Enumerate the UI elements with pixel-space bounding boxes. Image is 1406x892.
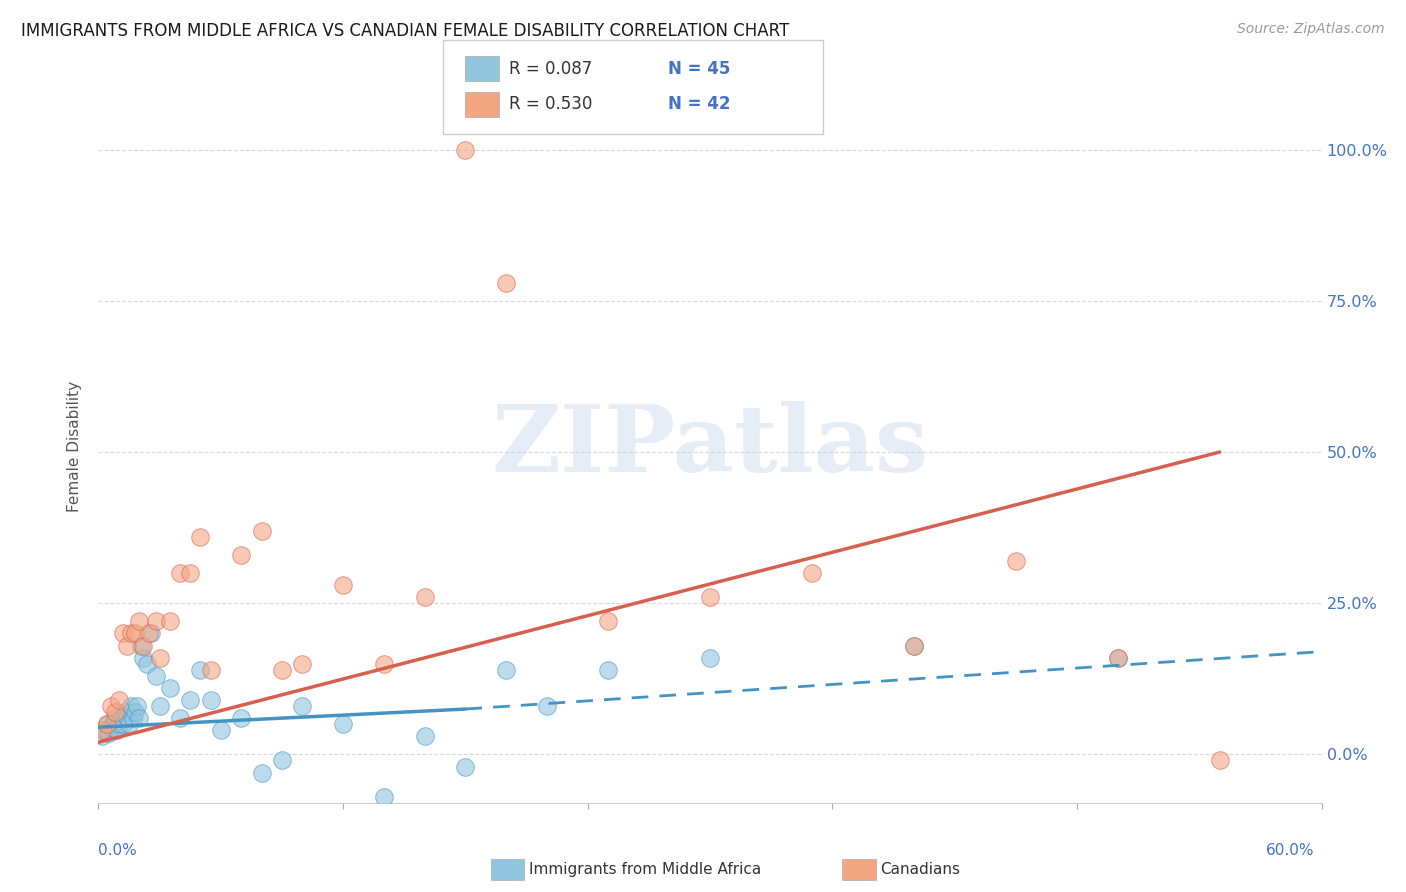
- Point: [373, 789, 395, 804]
- Point: [108, 717, 131, 731]
- Point: [1004, 554, 1026, 568]
- Point: [454, 759, 477, 773]
- Point: [495, 276, 517, 290]
- Point: [111, 626, 134, 640]
- Point: [699, 590, 721, 604]
- Point: [149, 650, 172, 665]
- Point: [96, 717, 118, 731]
- Point: [115, 639, 138, 653]
- Text: IMMIGRANTS FROM MIDDLE AFRICA VS CANADIAN FEMALE DISABILITY CORRELATION CHART: IMMIGRANTS FROM MIDDLE AFRICA VS CANADIA…: [21, 22, 789, 40]
- Point: [115, 711, 138, 725]
- Point: [159, 681, 181, 695]
- Point: [122, 711, 145, 725]
- Point: [250, 524, 273, 538]
- Point: [124, 626, 146, 640]
- Point: [91, 723, 114, 738]
- Point: [596, 663, 619, 677]
- Point: [100, 720, 122, 734]
- Point: [179, 566, 201, 580]
- Text: Canadians: Canadians: [880, 863, 960, 877]
- Text: 60.0%: 60.0%: [1267, 843, 1315, 858]
- Point: [188, 663, 212, 677]
- Point: [138, 626, 160, 640]
- Point: [332, 717, 354, 731]
- Point: [1107, 650, 1129, 665]
- Point: [188, 530, 212, 544]
- Point: [120, 626, 142, 640]
- Y-axis label: Female Disability: Female Disability: [67, 380, 83, 512]
- Point: [145, 615, 167, 629]
- Point: [231, 711, 253, 725]
- Point: [96, 717, 118, 731]
- Point: [169, 566, 191, 580]
- Point: [141, 626, 163, 640]
- Text: ZIPatlas: ZIPatlas: [492, 401, 928, 491]
- Point: [100, 699, 122, 714]
- Text: N = 42: N = 42: [668, 95, 730, 113]
- Point: [495, 663, 517, 677]
- Point: [536, 699, 558, 714]
- Point: [132, 639, 155, 653]
- Point: [1107, 650, 1129, 665]
- Point: [91, 729, 114, 743]
- Point: [699, 650, 721, 665]
- Point: [127, 699, 149, 714]
- Point: [332, 578, 354, 592]
- Text: R = 0.087: R = 0.087: [509, 60, 592, 78]
- Text: Immigrants from Middle Africa: Immigrants from Middle Africa: [529, 863, 761, 877]
- Point: [114, 705, 136, 719]
- Point: [903, 639, 925, 653]
- Point: [93, 723, 115, 738]
- Point: [1208, 754, 1232, 768]
- Point: [200, 693, 222, 707]
- Point: [291, 657, 314, 671]
- Point: [118, 717, 141, 731]
- Point: [413, 729, 436, 743]
- Point: [110, 711, 132, 725]
- Point: [801, 566, 824, 580]
- Point: [136, 657, 159, 671]
- Point: [101, 717, 124, 731]
- Point: [270, 754, 294, 768]
- Point: [231, 548, 253, 562]
- Point: [209, 723, 232, 738]
- Point: [128, 615, 150, 629]
- Point: [129, 639, 152, 653]
- Text: 0.0%: 0.0%: [98, 843, 138, 858]
- Point: [454, 143, 477, 157]
- Text: N = 45: N = 45: [668, 60, 730, 78]
- Point: [132, 650, 155, 665]
- Point: [291, 699, 314, 714]
- Point: [200, 663, 222, 677]
- Point: [97, 726, 120, 740]
- Point: [373, 657, 395, 671]
- Point: [159, 615, 181, 629]
- Point: [104, 705, 127, 719]
- Point: [169, 711, 191, 725]
- Point: [903, 639, 925, 653]
- Point: [270, 663, 294, 677]
- Text: R = 0.530: R = 0.530: [509, 95, 592, 113]
- Point: [108, 693, 131, 707]
- Point: [149, 699, 172, 714]
- Point: [111, 717, 134, 731]
- Text: Source: ZipAtlas.com: Source: ZipAtlas.com: [1237, 22, 1385, 37]
- Point: [596, 615, 619, 629]
- Point: [179, 693, 201, 707]
- Point: [250, 765, 273, 780]
- Point: [105, 723, 128, 738]
- Point: [413, 590, 436, 604]
- Point: [145, 669, 167, 683]
- Point: [128, 711, 150, 725]
- Point: [104, 711, 127, 725]
- Point: [120, 699, 142, 714]
- Point: [124, 705, 146, 719]
